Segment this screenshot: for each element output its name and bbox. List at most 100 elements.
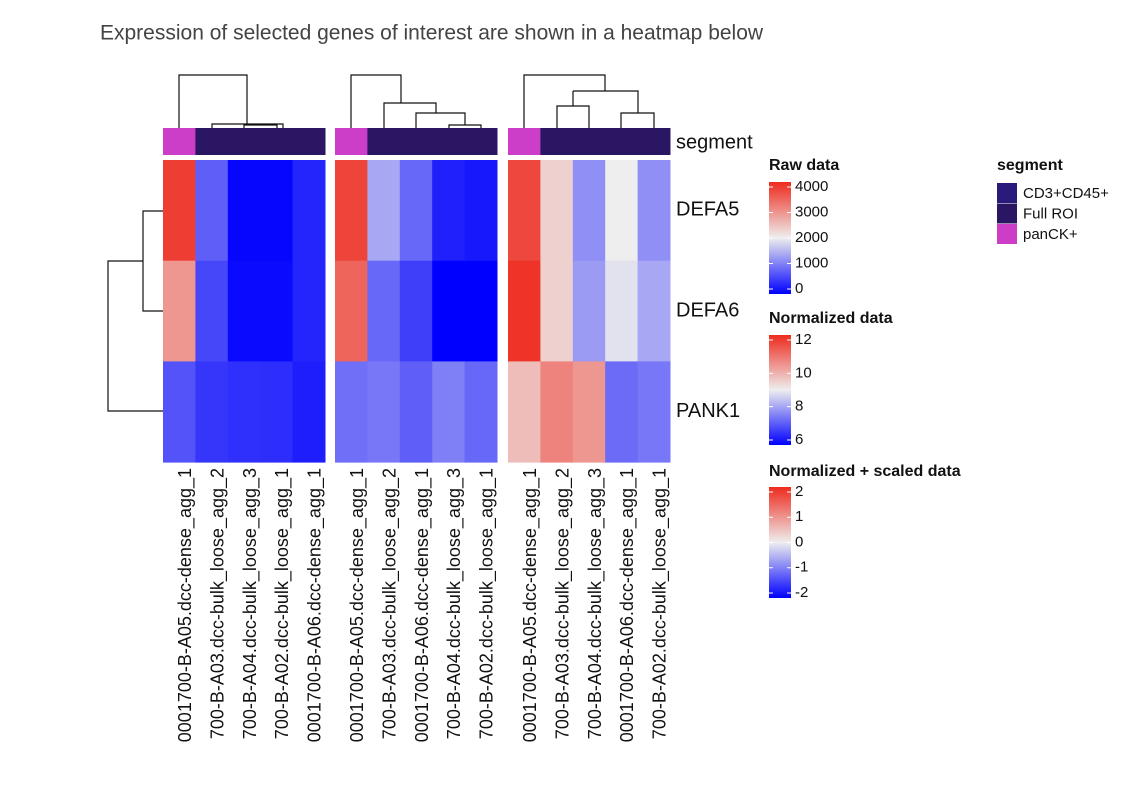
annotation-cell [637,128,671,155]
heatmap-cell [637,361,671,463]
heatmap-cell [540,160,574,262]
heatmap-cell [227,260,261,362]
legend-tick-label: 0 [795,533,803,550]
column-label: 700-B-A03.dcc-bulk_loose_agg_2 [379,468,400,739]
heatmap-cell [163,260,196,362]
annotation-name: segment [676,131,753,153]
heatmap-cell [367,260,401,362]
annotation-cell [508,128,541,155]
heatmap-cell [399,160,433,262]
annotation-cell [292,128,326,155]
annotation-cell [605,128,639,155]
legend-title: Normalized + scaled data [769,463,961,480]
legend-title: Raw data [769,157,839,174]
legend-tick-label: -2 [795,584,808,601]
row-label: PANK1 [676,400,740,422]
row-label: DEFA5 [676,199,739,221]
legend-label: CD3+CD45+ [1023,185,1109,202]
row-label: DEFA6 [676,299,739,321]
legend-swatch [997,224,1017,244]
heatmap-cell [605,260,639,362]
legend-tick-label: 0 [795,280,803,297]
heatmap-cell [292,260,326,362]
annotation-cell [572,128,606,155]
heatmap-cell [227,160,261,262]
heatmap-cell [572,361,606,463]
heatmap-cell [399,260,433,362]
legend-colorbar [769,487,791,598]
heatmap-cell [605,160,639,262]
column-label: 700-B-A02.dcc-bulk_loose_agg_1 [272,468,293,739]
heatmap-cell [195,260,229,362]
heatmap-cell [260,361,294,463]
legend-tick-label: 6 [795,431,803,448]
heatmap-cell [464,160,498,262]
column-label: 700-B-A04.dcc-bulk_loose_agg_3 [240,468,261,739]
legend-tick-label: 1000 [795,254,828,271]
heatmap-cell [163,361,196,463]
column-label: 0001700-B-A06.dcc-dense_agg_1 [305,468,326,742]
annotation-cell [335,128,368,155]
annotation-cell [432,128,466,155]
annotation-cell [367,128,401,155]
heatmap-cell [637,260,671,362]
heatmap-cell [508,160,541,262]
heatmap-cell [163,160,196,262]
legend-label: Full ROI [1023,205,1078,222]
annotation-cell [227,128,261,155]
legend-tick-label: -1 [795,559,808,576]
column-label: 700-B-A02.dcc-bulk_loose_agg_1 [477,468,498,739]
column-label: 0001700-B-A05.dcc-dense_agg_1 [520,468,541,742]
heatmap-cell [540,260,574,362]
legend-tick-label: 1 [795,508,803,525]
legend-tick-label: 10 [795,364,812,381]
heatmap-cell [399,361,433,463]
annotation-cell [540,128,574,155]
heatmap-cell [432,361,466,463]
page-title: Expression of selected genes of interest… [100,22,764,45]
column-label: 700-B-A03.dcc-bulk_loose_agg_2 [207,468,228,739]
heatmap-cell [464,260,498,362]
legend-tick-label: 3000 [795,203,828,220]
heatmap-cell [335,361,368,463]
column-label: 0001700-B-A05.dcc-dense_agg_1 [175,468,196,742]
heatmap-cell [432,160,466,262]
legend-title: Normalized data [769,310,893,327]
column-label: 700-B-A02.dcc-bulk_loose_agg_1 [650,468,671,739]
heatmap-cell [637,160,671,262]
heatmap-cell [335,160,368,262]
column-label: 700-B-A04.dcc-bulk_loose_agg_3 [444,468,465,739]
heatmap-cell [432,260,466,362]
annotation-cell [260,128,294,155]
legend-tick-label: 2 [795,483,803,500]
annotation-cell [464,128,498,155]
column-label: 700-B-A04.dcc-bulk_loose_agg_3 [585,468,606,739]
heatmap-cell [367,160,401,262]
legend-title: segment [997,157,1063,174]
heatmap-cell [195,361,229,463]
column-label: 0001700-B-A05.dcc-dense_agg_1 [347,468,368,742]
legend-tick-label: 4000 [795,178,828,195]
heatmap-cell [572,260,606,362]
heatmap-cell [540,361,574,463]
heatmap-cell [292,361,326,463]
heatmap-cell [335,260,368,362]
heatmap-cell [367,361,401,463]
row-dendrogram [107,210,163,412]
legend-colorbar [769,182,791,294]
legend-label: panCK+ [1023,226,1078,243]
heatmap-cell [605,361,639,463]
heatmap-cell [464,361,498,463]
heatmap-cell [508,260,541,362]
legend-colorbar [769,335,791,445]
legend-tick-label: 2000 [795,229,828,246]
col-dendrogram [523,74,655,128]
annotation-cell [399,128,433,155]
heatmap-cell [508,361,541,463]
heatmap-cell [227,361,261,463]
heatmap-cell [572,160,606,262]
annotation-cell [195,128,229,155]
column-label: 0001700-B-A06.dcc-dense_agg_1 [617,468,638,742]
heatmap-cell [195,160,229,262]
